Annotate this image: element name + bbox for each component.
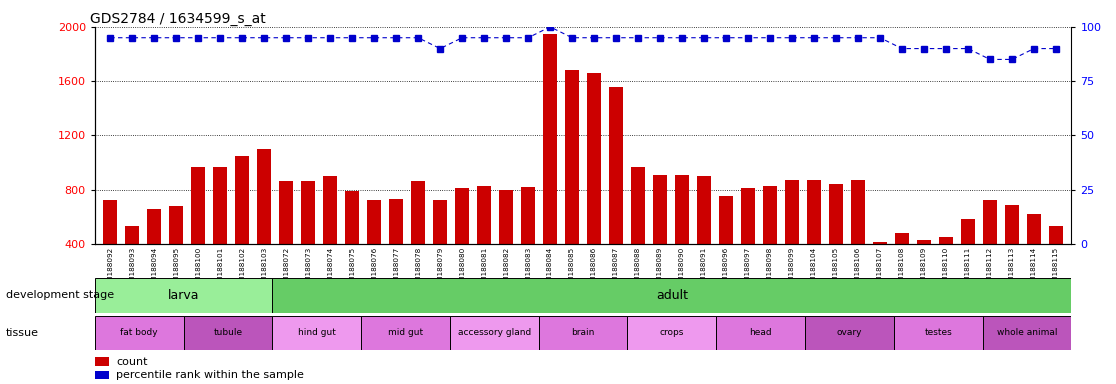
Text: crops: crops xyxy=(660,328,684,338)
Bar xyxy=(627,316,716,350)
Bar xyxy=(741,188,756,298)
Text: count: count xyxy=(116,357,147,367)
Bar xyxy=(1027,214,1041,298)
Text: percentile rank within the sample: percentile rank within the sample xyxy=(116,370,304,380)
Bar xyxy=(272,316,362,350)
Bar xyxy=(894,316,982,350)
Bar xyxy=(272,278,1071,313)
Text: tubule: tubule xyxy=(213,328,242,338)
Bar xyxy=(103,200,117,298)
Bar xyxy=(539,316,627,350)
Text: head: head xyxy=(749,328,772,338)
Bar xyxy=(850,180,865,298)
Bar xyxy=(411,182,425,298)
Bar xyxy=(367,200,382,298)
Text: GDS2784 / 1634599_s_at: GDS2784 / 1634599_s_at xyxy=(90,12,266,26)
Bar xyxy=(95,371,109,379)
Bar xyxy=(362,316,450,350)
Bar xyxy=(763,185,777,298)
Bar xyxy=(170,206,183,298)
Bar xyxy=(587,73,602,298)
Bar xyxy=(807,180,821,298)
Bar xyxy=(345,191,359,298)
Bar xyxy=(499,190,513,298)
Bar xyxy=(433,200,448,298)
Bar xyxy=(983,200,997,298)
Bar xyxy=(609,86,623,298)
Bar xyxy=(716,316,805,350)
Bar xyxy=(389,199,403,298)
Bar xyxy=(279,182,294,298)
Bar xyxy=(961,219,975,298)
Bar xyxy=(785,180,799,298)
Bar xyxy=(125,226,140,298)
Text: larva: larva xyxy=(167,289,200,302)
Bar xyxy=(95,316,184,350)
Text: accessory gland: accessory gland xyxy=(458,328,531,338)
Bar xyxy=(450,316,539,350)
Text: hind gut: hind gut xyxy=(298,328,336,338)
Bar xyxy=(1049,226,1064,298)
Bar xyxy=(235,156,249,298)
Bar xyxy=(521,187,536,298)
Bar xyxy=(184,316,272,350)
Bar xyxy=(147,209,162,298)
Bar xyxy=(917,240,931,298)
Bar xyxy=(191,167,205,298)
Bar xyxy=(213,167,228,298)
Bar xyxy=(95,357,109,366)
Text: tissue: tissue xyxy=(6,328,39,338)
Bar xyxy=(257,149,271,298)
Bar xyxy=(653,175,667,298)
Bar xyxy=(719,196,733,298)
Bar xyxy=(543,34,557,298)
Text: adult: adult xyxy=(656,289,687,302)
Bar xyxy=(323,176,337,298)
Bar xyxy=(982,316,1071,350)
Bar xyxy=(631,167,645,298)
Text: whole animal: whole animal xyxy=(997,328,1057,338)
Bar xyxy=(455,188,470,298)
Bar xyxy=(301,182,316,298)
Bar xyxy=(1004,205,1019,298)
Bar xyxy=(873,242,887,298)
Text: mid gut: mid gut xyxy=(388,328,423,338)
Bar xyxy=(696,176,711,298)
Bar xyxy=(829,184,844,298)
Text: testes: testes xyxy=(924,328,952,338)
Text: brain: brain xyxy=(571,328,595,338)
Bar xyxy=(895,233,910,298)
Bar xyxy=(939,237,953,298)
Bar xyxy=(675,175,690,298)
Text: ovary: ovary xyxy=(837,328,863,338)
Bar xyxy=(565,70,579,298)
Bar xyxy=(477,185,491,298)
Bar xyxy=(95,278,272,313)
Text: development stage: development stage xyxy=(6,290,114,300)
Text: fat body: fat body xyxy=(121,328,158,338)
Bar xyxy=(805,316,894,350)
